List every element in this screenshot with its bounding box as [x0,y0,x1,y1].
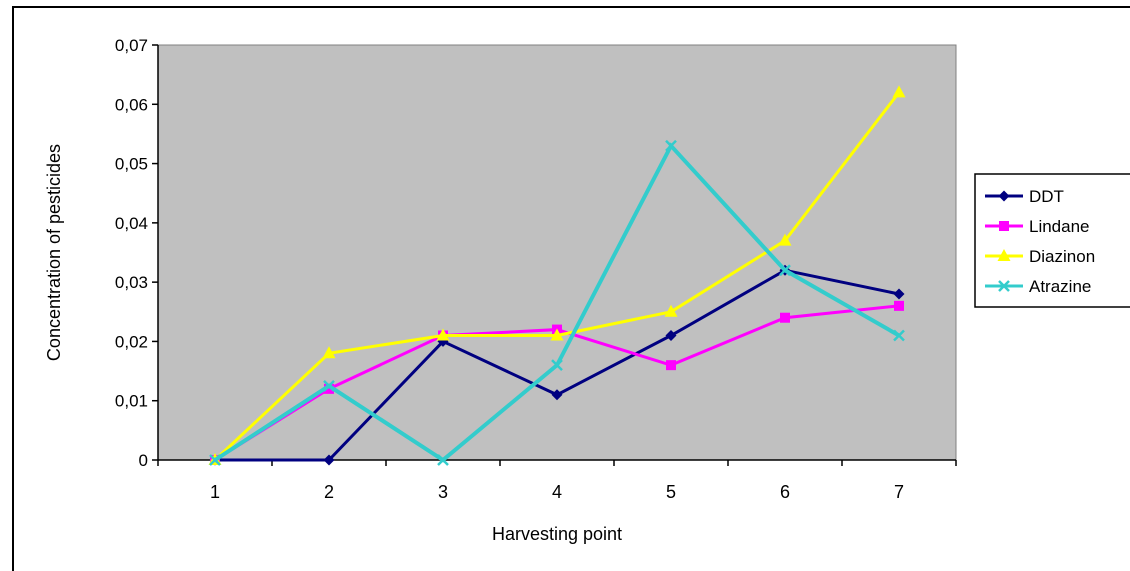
x-tick-label: 4 [552,482,562,502]
y-tick-label: 0,06 [115,95,148,114]
data-point [323,380,335,392]
data-point [664,304,678,317]
data-point [894,300,904,311]
legend-label: Diazinon [1029,247,1095,266]
data-point [893,288,905,300]
y-tick-label: 0,01 [115,392,148,411]
data-point [209,454,221,466]
legend-label: Atrazine [1029,277,1091,296]
series-atrazine [209,139,905,466]
data-point [324,383,334,394]
data-point [780,312,790,323]
chart-frame [12,6,1130,571]
legend-label: Lindane [1029,217,1090,236]
legend-item: Atrazine [985,277,1091,296]
x-tick-label: 7 [894,482,904,502]
data-point [892,85,906,98]
y-tick-label: 0 [139,451,148,470]
legend-item: DDT [985,187,1064,206]
x-tick-label: 1 [210,482,220,502]
x-tick-label: 2 [324,482,334,502]
x-axis-label: Harvesting point [492,524,622,544]
y-tick-label: 0,02 [115,332,148,351]
data-point [322,346,336,359]
y-tick-label: 0,03 [115,273,148,292]
y-tick-label: 0,04 [115,214,148,233]
data-point [778,233,792,246]
y-tick-label: 0,05 [115,155,148,174]
legend-item: Diazinon [985,247,1095,266]
data-point [436,328,450,341]
legend: DDT Lindane Diazinon Atrazine [974,173,1130,308]
data-point [550,328,564,341]
data-point [323,454,335,466]
data-point [665,330,677,341]
data-point [551,359,563,372]
legend-label: DDT [1029,187,1064,206]
x-tick-label: 5 [666,482,676,502]
data-point [999,221,1009,231]
y-axis-label: Concentration of pesticides [44,144,64,361]
data-point [437,454,449,466]
y-axis: 0 0,01 0,02 0,03 0,04 0,05 0,06 0,07 [115,36,159,470]
data-point [551,389,563,401]
x-axis: 1 2 3 4 5 6 7 [157,459,957,502]
data-point [665,139,677,152]
data-point [998,280,1010,292]
data-point [779,264,791,277]
data-point [997,249,1011,261]
x-tick-label: 6 [780,482,790,502]
data-point [666,360,676,371]
x-tick-label: 3 [438,482,448,502]
data-point [893,329,905,342]
y-tick-label: 0,07 [115,36,148,55]
data-point [998,190,1010,202]
legend-item: Lindane [985,217,1090,236]
series-layer [208,85,906,466]
